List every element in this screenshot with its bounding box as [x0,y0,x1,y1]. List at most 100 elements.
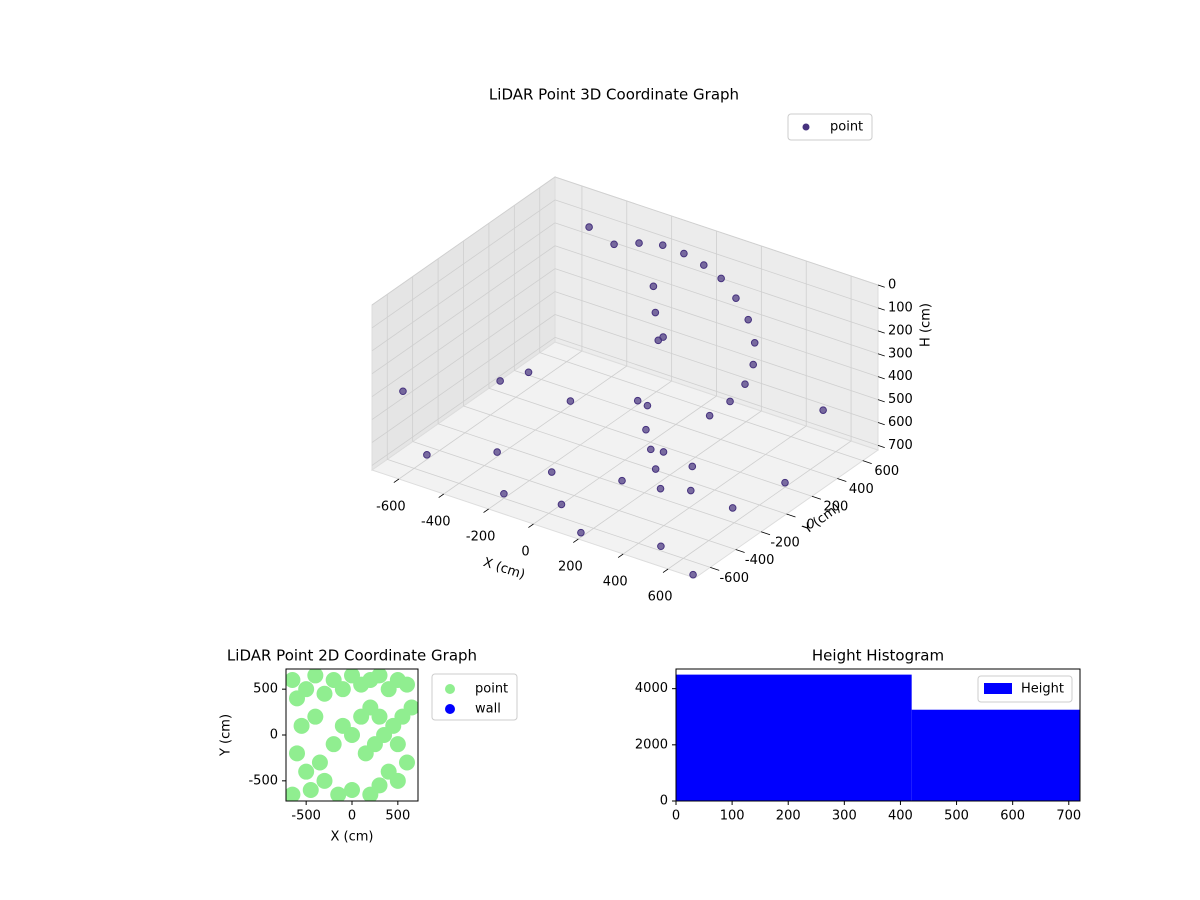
y-tick-label: 500 [253,682,278,697]
grid-line [554,337,879,446]
point [649,282,658,291]
grid-line [554,245,879,355]
point [307,669,324,684]
tick-mark [877,376,885,380]
z-tick-label: 0 [888,278,896,293]
point [688,462,697,471]
point [651,308,660,317]
point [399,676,415,693]
y-tick-label: 4000 [635,681,668,696]
x-tick-label: 200 [558,560,583,575]
tick-mark [877,307,885,311]
point [357,745,374,762]
legend-label: wall [475,702,501,717]
tick-mark [877,330,885,334]
x-tick-label: -200 [466,530,496,545]
x-tick-label: 500 [385,809,410,824]
point [547,468,556,476]
tick-mark [528,523,534,528]
x-tick-label: 700 [1056,809,1081,824]
tick-mark [573,538,579,543]
x-tick-label: 400 [603,575,628,590]
point [298,763,315,780]
legend-marker [802,123,810,131]
point [286,786,301,801]
point [577,528,585,537]
point [658,241,667,249]
grid-line [371,222,556,352]
point [334,681,351,698]
grid-line [554,314,879,423]
point [423,451,431,459]
point [302,782,319,798]
point [717,274,725,283]
x-axis-label: X (cm) [331,830,374,845]
point [493,448,501,456]
legend-marker [445,684,455,694]
point [389,736,406,753]
x-tick-label: 100 [720,809,745,824]
tick-mark [877,353,885,357]
legend-label: point [830,120,863,135]
grid-line [554,268,879,378]
legend-box [787,113,873,141]
point [819,406,827,414]
y-tick-label: 0 [806,518,814,533]
point [781,478,789,487]
tick-mark [710,566,720,571]
grid-line [437,423,762,533]
point [298,681,315,698]
legend-label: Height [1021,682,1064,697]
y-tick-label: 2000 [635,737,668,752]
y-tick-label: 0 [660,794,668,809]
tick-mark [735,549,745,553]
x-axis-label: X (cm) [481,555,527,583]
tick-mark [393,478,400,483]
point [344,727,360,743]
point [362,786,379,801]
y-tick-label: -400 [745,553,775,568]
x-tick-label: -500 [291,809,321,824]
grid-line [554,176,879,286]
point [642,425,650,434]
grid-line [371,199,556,329]
grid-line [539,352,863,462]
bar [676,674,912,801]
point [728,504,737,512]
legend-box [431,673,518,721]
point [686,486,695,495]
chart-title: Height Histogram [812,647,944,665]
chart-title: LiDAR Point 3D Coordinate Graph [489,86,739,104]
point [750,339,759,347]
z-tick-label: 600 [888,415,913,430]
x-tick-label: 400 [888,809,913,824]
y-axis-label: Y (cm) [219,714,234,757]
x-tick-label: 300 [832,809,857,824]
point [610,240,618,249]
z-tick-label: 400 [888,369,913,384]
grid-line [371,245,556,375]
point [500,489,508,498]
point [399,754,415,771]
grid-line [488,387,813,497]
y-tick-label: -500 [248,773,278,788]
point [585,223,593,231]
grid-line [371,291,556,420]
plot-area [286,669,418,801]
x-tick-label: 0 [672,809,680,824]
point [635,239,643,247]
y-tick-label: 200 [824,500,849,515]
tick-mark [811,495,822,500]
point [311,754,328,771]
point [744,315,753,324]
y-tick-label: -600 [719,571,749,586]
z-tick-label: 500 [888,392,913,407]
tick-mark [617,553,624,558]
tick-mark [877,422,885,426]
point [316,685,333,702]
y-tick-label: 0 [270,728,278,743]
bar [911,709,1080,801]
point [705,411,714,420]
point [316,772,333,789]
